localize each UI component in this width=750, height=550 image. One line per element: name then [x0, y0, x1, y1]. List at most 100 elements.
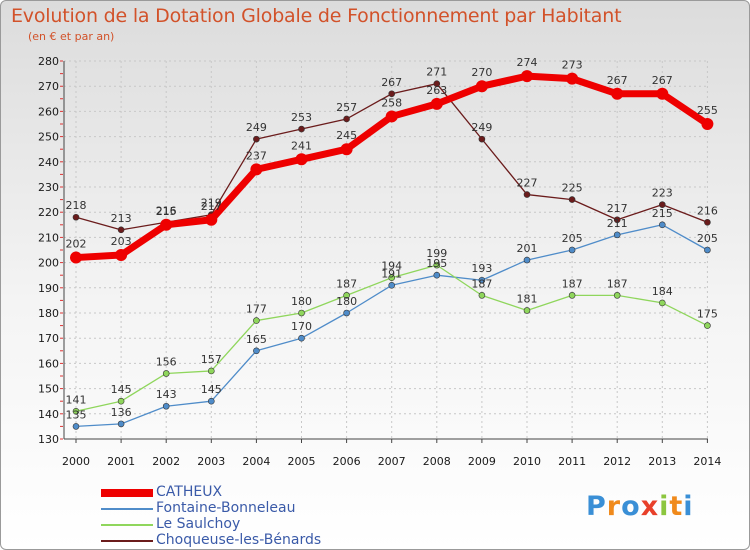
- y-tick-label: 150: [38, 383, 59, 396]
- data-point: [704, 322, 711, 329]
- data-point: [253, 347, 260, 355]
- y-tick-label: 220: [38, 206, 59, 219]
- data-label: 257: [336, 101, 357, 114]
- data-label: 145: [111, 383, 132, 396]
- data-label: 141: [66, 393, 87, 406]
- x-tick-label: 2011: [558, 455, 586, 468]
- data-label: 267: [607, 74, 628, 87]
- data-point: [298, 125, 305, 133]
- data-point: [475, 80, 488, 93]
- x-tick-label: 2014: [693, 455, 721, 468]
- x-tick-label: 2004: [242, 455, 270, 468]
- data-label: 274: [517, 56, 538, 69]
- data-point: [208, 367, 215, 375]
- data-label: 175: [697, 308, 718, 321]
- data-label: 218: [66, 199, 87, 212]
- data-label: 180: [291, 295, 312, 308]
- y-tick-label: 180: [38, 307, 59, 320]
- data-label: 187: [471, 277, 492, 290]
- data-label: 184: [652, 285, 673, 298]
- data-label: 205: [562, 232, 583, 245]
- x-tick-label: 2005: [288, 455, 316, 468]
- y-tick-label: 250: [38, 131, 59, 144]
- data-label: 217: [607, 202, 628, 215]
- legend-label: Le Saulchoy: [156, 516, 241, 532]
- x-tick-label: 2013: [648, 455, 676, 468]
- data-point: [704, 246, 711, 254]
- data-label: 156: [156, 355, 177, 368]
- data-point: [521, 70, 533, 83]
- legend-label: Choqueuse-les-Bénards: [156, 532, 322, 548]
- data-point: [430, 97, 443, 110]
- data-label: 241: [291, 139, 312, 152]
- y-tick-label: 210: [38, 231, 59, 244]
- data-point: [72, 407, 80, 415]
- data-point: [613, 216, 621, 224]
- y-tick-label: 270: [38, 80, 59, 93]
- data-label: 216: [697, 204, 718, 217]
- data-point: [115, 249, 128, 262]
- data-label: 255: [697, 104, 718, 117]
- data-point: [611, 87, 624, 100]
- data-label: 271: [426, 66, 447, 79]
- data-label: 267: [652, 74, 673, 87]
- data-label: 225: [562, 182, 583, 195]
- data-label: 145: [201, 383, 222, 396]
- data-label: 181: [517, 292, 538, 305]
- data-label: 199: [426, 247, 447, 260]
- data-point: [478, 276, 486, 284]
- data-point: [160, 218, 173, 231]
- legend-swatch: [101, 489, 153, 497]
- data-point: [162, 402, 170, 410]
- y-tick-label: 280: [38, 55, 59, 68]
- x-tick-label: 2003: [197, 455, 225, 468]
- x-tick-label: 2008: [423, 455, 451, 468]
- data-point: [656, 87, 669, 100]
- y-tick-label: 170: [38, 332, 59, 345]
- data-point: [388, 281, 396, 289]
- data-label: 227: [517, 177, 538, 190]
- data-point: [298, 334, 305, 342]
- data-point: [250, 163, 263, 176]
- data-label: 263: [426, 84, 447, 97]
- data-point: [340, 143, 353, 156]
- data-label: 203: [111, 235, 132, 248]
- data-point: [613, 292, 621, 299]
- x-tick-label: 2002: [152, 455, 180, 468]
- legend-item: Choqueuse-les-Bénards: [101, 532, 401, 549]
- data-point: [566, 72, 579, 85]
- data-label: 194: [381, 260, 402, 273]
- legend: CATHEUX Fontaine-Bonneleau Le Saulchoy Choq…: [101, 484, 401, 549]
- data-point: [568, 246, 576, 254]
- data-point: [704, 218, 711, 226]
- data-label: 253: [291, 111, 312, 124]
- x-tick-label: 2000: [62, 455, 90, 468]
- data-label: 187: [562, 277, 583, 290]
- data-point: [523, 307, 531, 314]
- y-tick-label: 200: [38, 257, 59, 270]
- data-point: [343, 309, 350, 317]
- data-point: [117, 420, 125, 428]
- data-point: [295, 153, 308, 166]
- y-tick-label: 140: [38, 408, 59, 421]
- x-tick-label: 2010: [513, 455, 541, 468]
- data-point: [658, 221, 666, 229]
- data-point: [388, 274, 396, 282]
- legend-swatch: [101, 524, 153, 526]
- data-label: 215: [156, 205, 177, 218]
- x-tick-label: 2007: [378, 455, 406, 468]
- data-point: [613, 231, 621, 239]
- legend-item: Le Saulchoy: [101, 516, 401, 533]
- grid-lines: [64, 60, 708, 440]
- data-label: 270: [471, 66, 492, 79]
- x-tick-label: 2012: [603, 455, 631, 468]
- data-label: 249: [471, 121, 492, 134]
- data-label: 205: [697, 232, 718, 245]
- data-label: 201: [517, 242, 538, 255]
- data-point: [523, 256, 531, 264]
- data-label: 217: [201, 200, 222, 213]
- data-label: 143: [156, 388, 177, 401]
- legend-label: CATHEUX: [156, 484, 223, 500]
- data-label: 219: [201, 197, 222, 210]
- data-label: 191: [381, 267, 402, 280]
